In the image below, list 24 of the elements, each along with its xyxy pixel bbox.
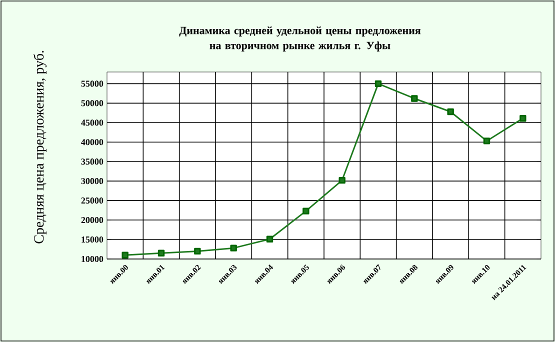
y-tick-label: 20000 [81, 216, 104, 224]
point [194, 248, 201, 255]
point [302, 208, 310, 214]
point [483, 138, 490, 144]
point [411, 95, 418, 102]
y-tick-label: 30000 [81, 178, 104, 184]
y-axis-title: Средняя цена предложения, руб. [33, 50, 47, 244]
chart-title: Динамика средней удельной цены предложения на вторичном рынке жилья г. Уфы [179, 26, 421, 52]
y-tick-label: 35000 [81, 158, 104, 165]
point [158, 250, 165, 256]
point [230, 244, 237, 252]
y-tick-label: 15000 [82, 236, 104, 243]
y-tick-label: 55000 [81, 80, 104, 87]
y-tick-label: 40000 [81, 139, 104, 146]
y-tick-label: 25000 [81, 198, 104, 204]
y-tick-label: 45000 [81, 120, 104, 126]
y-tick-label: 50000 [81, 100, 104, 106]
point [122, 252, 128, 258]
point [520, 115, 526, 122]
point [266, 236, 274, 242]
point [447, 108, 454, 116]
point [338, 176, 346, 184]
point [374, 80, 382, 88]
y-tick-label: 10000 [82, 256, 104, 262]
